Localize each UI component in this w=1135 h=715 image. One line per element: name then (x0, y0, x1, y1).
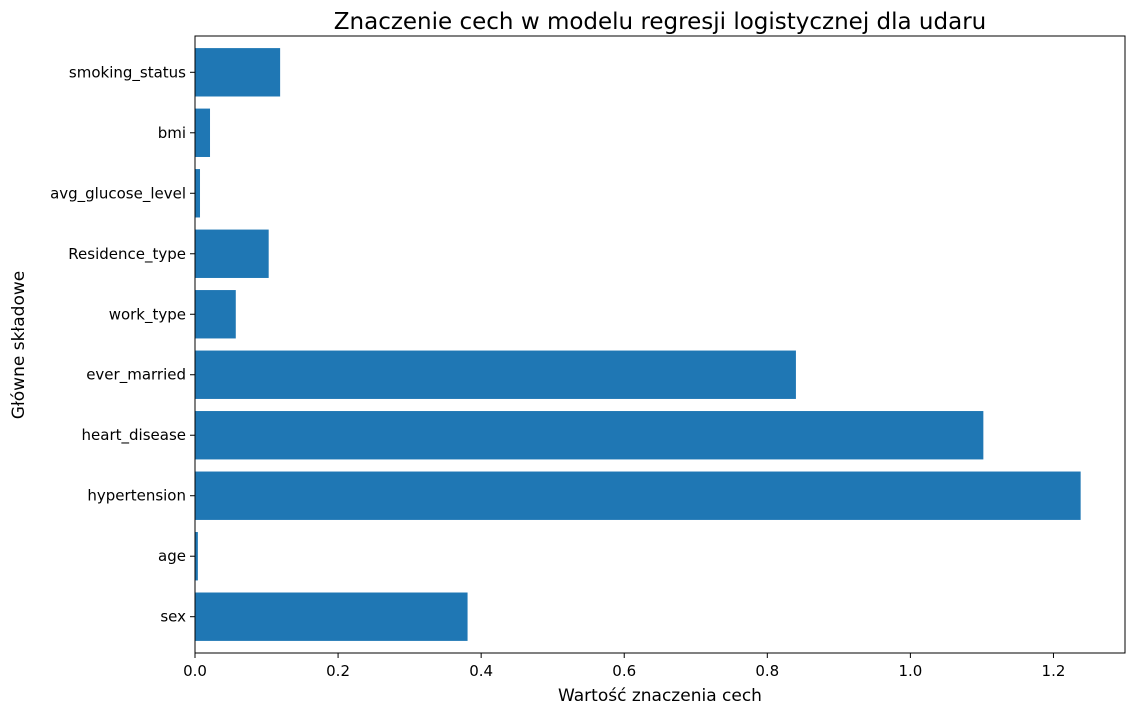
x-tick-label: 0.2 (326, 662, 350, 680)
y-tick-label: Residence_type (68, 245, 186, 264)
y-tick-label: hypertension (87, 487, 186, 505)
bar-ever_married (195, 350, 796, 399)
bar-heart_disease (195, 411, 984, 460)
bar-age (195, 532, 198, 581)
plot-frame (194, 35, 1126, 654)
x-tick-label: 0.8 (755, 662, 779, 680)
bar-Residence_type (195, 229, 269, 278)
bar-sex (195, 592, 468, 641)
bar-smoking_status (195, 48, 281, 97)
y-tick-label: heart_disease (82, 426, 186, 445)
x-axis-label: Wartość znaczenia cech (558, 686, 762, 706)
y-tick-label: ever_married (86, 366, 186, 385)
bars-group (195, 48, 1081, 641)
y-tick-label: work_type (109, 305, 186, 324)
y-tick-label: age (158, 547, 186, 565)
bar-hypertension (195, 471, 1081, 520)
x-axis-ticks: 0.0 0.2 0.4 0.6 0.8 1.0 1.2 (183, 653, 1065, 680)
x-tick-label: 0.0 (183, 662, 207, 680)
x-tick-label: 1.2 (1042, 662, 1066, 680)
x-tick-label: 1.0 (898, 662, 922, 680)
y-tick-label: bmi (158, 124, 186, 142)
y-axis-ticks: sex age hypertension heart_disease ever_marr… (50, 63, 195, 626)
y-axis-label: Główne składowe (9, 271, 29, 419)
bar-bmi (195, 108, 211, 157)
y-tick-label: sex (160, 608, 186, 626)
y-tick-label: smoking_status (69, 63, 186, 82)
bar-work_type (195, 290, 236, 339)
chart-title: Znaczenie cech w modelu regresji logisty… (334, 9, 986, 35)
bar-avg_glucose_level (195, 169, 201, 218)
y-tick-label: avg_glucose_level (50, 184, 186, 203)
x-tick-label: 0.6 (612, 662, 636, 680)
x-tick-label: 0.4 (469, 662, 493, 680)
